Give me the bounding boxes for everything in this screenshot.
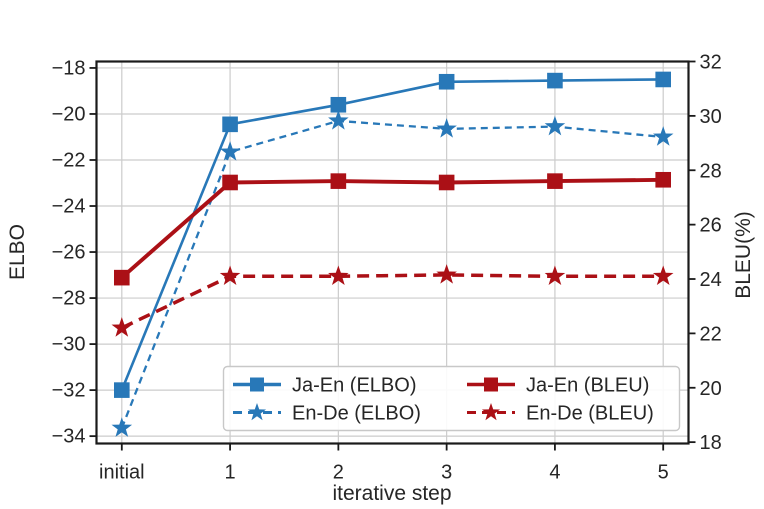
left-tick-label: −30 — [52, 334, 86, 356]
square-marker — [114, 269, 130, 286]
square-marker — [330, 173, 347, 189]
square-marker — [222, 174, 238, 191]
right-tick-label: 22 — [700, 323, 722, 345]
x-axis-label: iterative step — [332, 482, 451, 505]
x-tick-label: initial — [99, 462, 145, 484]
legend-label: Ja-En (ELBO) — [292, 375, 416, 397]
square-marker — [330, 96, 347, 113]
x-tick-label: 2 — [333, 462, 344, 484]
x-tick-label: 4 — [549, 462, 560, 484]
legend-label: En-De (ELBO) — [292, 403, 421, 425]
star-marker — [219, 141, 241, 161]
left-tick-label: −26 — [52, 242, 86, 264]
right-tick-label: 20 — [700, 378, 722, 400]
left-tick-label: −34 — [52, 426, 86, 448]
legend-star-marker — [247, 403, 267, 421]
square-marker — [655, 71, 671, 88]
legend-label: Ja-En (BLEU) — [526, 375, 649, 397]
left-axis-label: ELBO — [6, 224, 29, 280]
data-series — [111, 71, 674, 437]
star-marker — [328, 265, 349, 286]
star-marker — [436, 118, 457, 138]
left-tick-label: −20 — [52, 103, 86, 125]
legend-label: En-De (BLEU) — [526, 403, 654, 425]
square-marker — [438, 174, 455, 191]
right-tick-label: 18 — [700, 432, 722, 454]
star-marker — [544, 265, 566, 286]
star-marker — [328, 110, 349, 130]
series-line-ja-en-elbo- — [120, 78, 664, 391]
legend-star-marker — [481, 403, 501, 421]
right-tick-label: 26 — [700, 215, 722, 237]
star-marker — [652, 265, 674, 286]
series-line-ja-en-bleu- — [120, 177, 664, 280]
right-axis-label: BLEU(%) — [732, 211, 755, 299]
x-tick-label: 3 — [441, 462, 452, 484]
left-tick-label: −24 — [52, 196, 86, 218]
right-tick-label: 28 — [700, 160, 722, 182]
right-tick-label: 32 — [700, 52, 722, 74]
legend-box — [222, 365, 681, 432]
right-tick-label: 24 — [700, 269, 722, 291]
square-marker — [655, 171, 671, 188]
legend-square-marker — [484, 377, 498, 392]
left-tick-label: −28 — [52, 288, 86, 310]
star-marker — [219, 265, 241, 286]
star-marker — [652, 126, 674, 146]
star-marker — [111, 317, 133, 337]
star-marker — [436, 264, 457, 284]
square-marker — [438, 73, 455, 90]
right-tick-label: 30 — [700, 106, 722, 128]
left-tick-label: −18 — [52, 57, 86, 79]
left-tick-label: −32 — [52, 380, 86, 402]
square-marker — [547, 173, 563, 189]
square-marker — [547, 72, 563, 89]
star-marker — [544, 115, 566, 136]
x-tick-label: 1 — [225, 462, 236, 484]
x-tick-label: 5 — [658, 462, 669, 484]
series-line-en-de-bleu- — [121, 273, 664, 330]
legend-square-marker — [250, 377, 264, 392]
square-marker — [114, 382, 130, 398]
legend: Ja-En (ELBO) En-De (ELBO) Ja-En (BLEU) En-D… — [222, 365, 681, 432]
left-tick-label: −22 — [52, 149, 86, 171]
axes: −18−20−22−24−26−28−30−32−343230282624222… — [52, 52, 722, 484]
star-marker — [111, 417, 133, 437]
square-marker — [222, 116, 238, 133]
